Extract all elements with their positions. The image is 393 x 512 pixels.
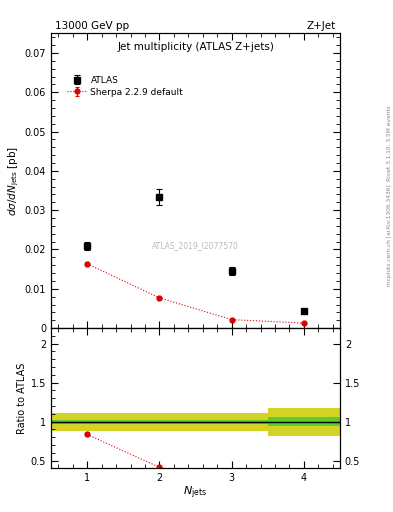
X-axis label: $N_\mathrm{jets}$: $N_\mathrm{jets}$ (184, 485, 208, 501)
Text: Rivet 3.1.10, 3.5M events: Rivet 3.1.10, 3.5M events (387, 105, 391, 181)
Text: mcplots.cern.ch [arXiv:1306.3436]: mcplots.cern.ch [arXiv:1306.3436] (387, 185, 391, 286)
Text: Z+Jet: Z+Jet (307, 20, 336, 31)
Legend: ATLAS, Sherpa 2.2.9 default: ATLAS, Sherpa 2.2.9 default (64, 73, 186, 99)
Text: Jet multiplicity (ATLAS Z+jets): Jet multiplicity (ATLAS Z+jets) (117, 42, 274, 52)
Text: ATLAS_2019_I2077570: ATLAS_2019_I2077570 (152, 241, 239, 250)
Text: 13000 GeV pp: 13000 GeV pp (55, 20, 129, 31)
Y-axis label: Ratio to ATLAS: Ratio to ATLAS (17, 362, 27, 434)
Y-axis label: $d\sigma/dN_\mathrm{jets}$ [pb]: $d\sigma/dN_\mathrm{jets}$ [pb] (6, 145, 20, 216)
